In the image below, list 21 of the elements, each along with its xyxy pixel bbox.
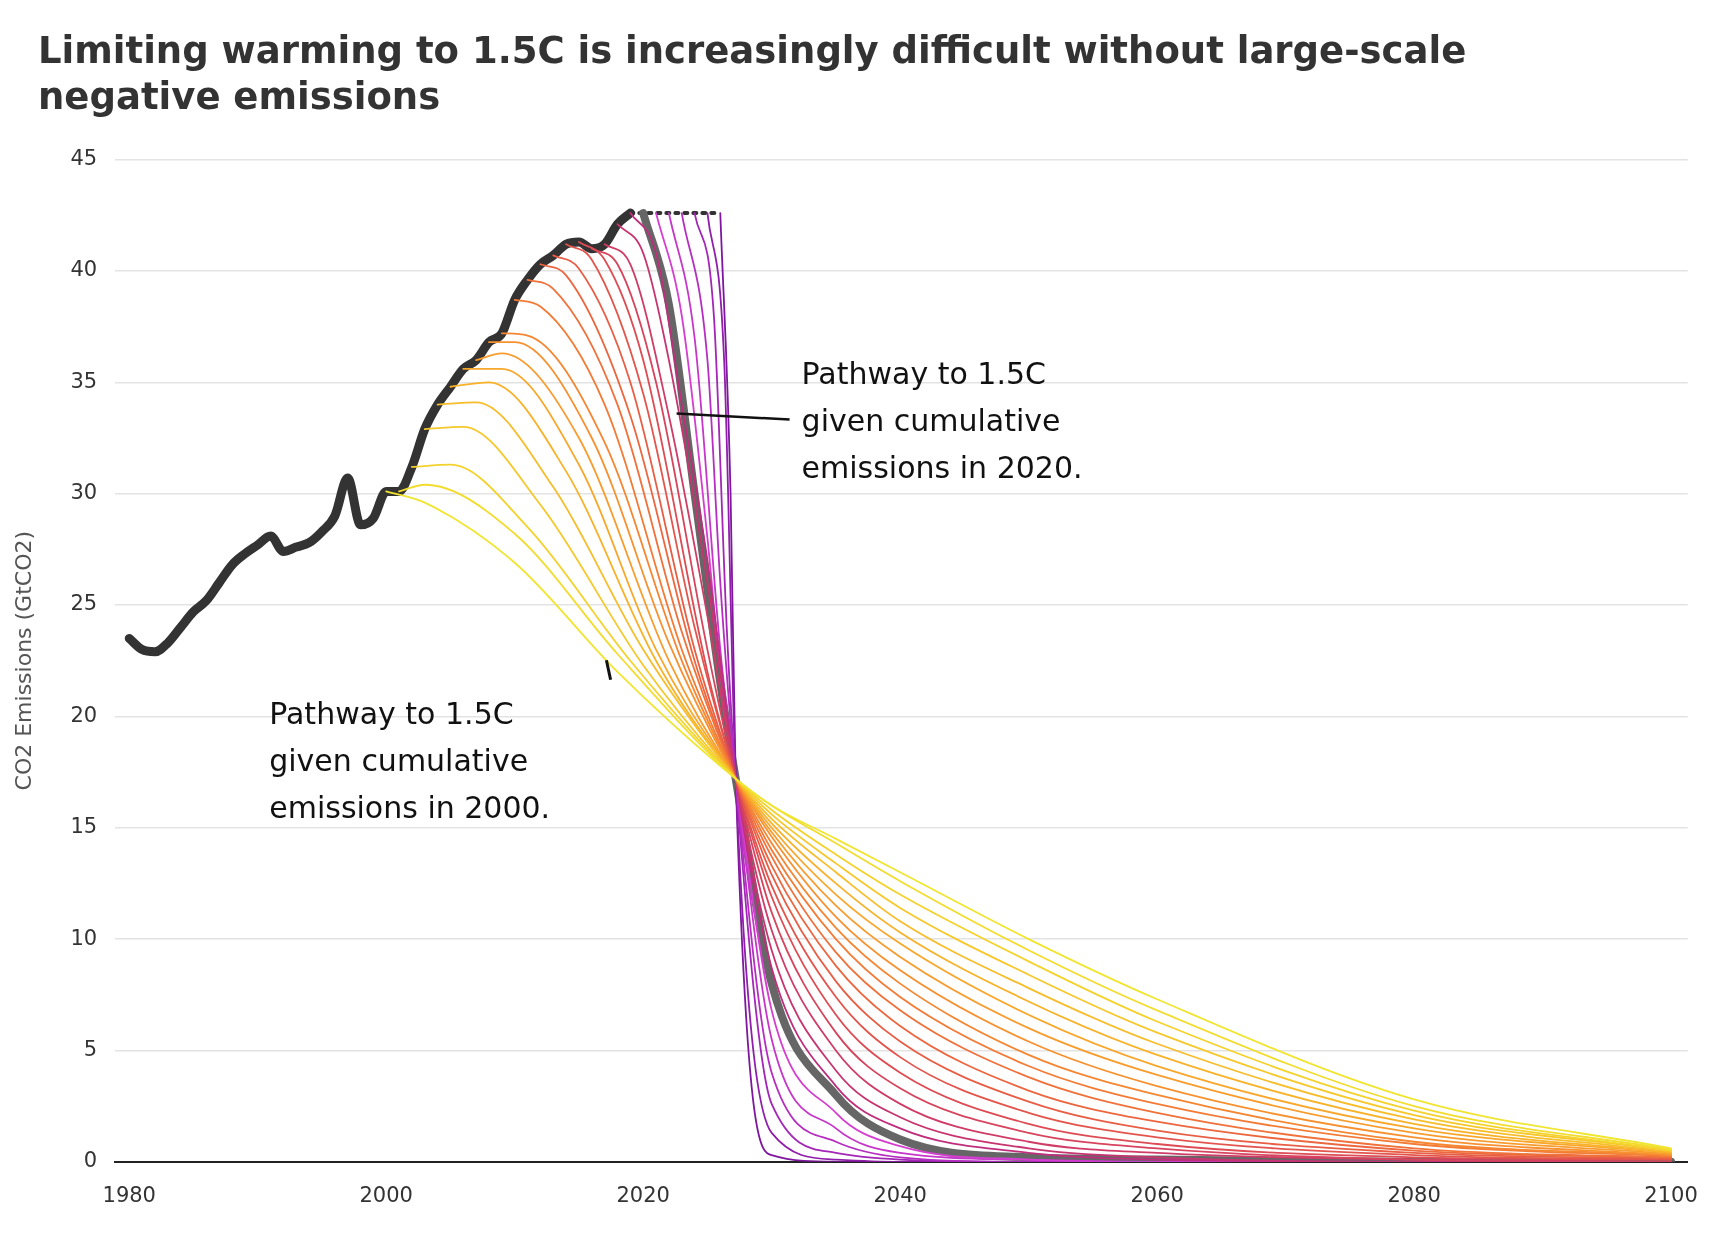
y-tick-label: 40	[70, 256, 98, 281]
y-tick-label: 10	[70, 925, 98, 950]
chart-title: Limiting warming to 1.5C is increasingly difficult without large-scale negative emissions	[37, 28, 1468, 121]
annotation: Pathway to 1.5C given cumulative emissions in 2000.	[269, 695, 551, 825]
y-tick-label: 5	[83, 1036, 98, 1061]
y-tick-label: 20	[70, 702, 98, 727]
y-tick-label: 35	[70, 368, 98, 393]
x-tick-label: 2020	[616, 1182, 670, 1207]
annotation: Pathway to 1.5C given cumulative emissions in 2020.	[801, 355, 1083, 485]
y-tick-label: 45	[70, 145, 98, 170]
x-tick-label: 2040	[873, 1182, 927, 1207]
y-axis-title: CO2 Emissions (GtCO2)	[10, 530, 36, 790]
y-tick-label: 0	[83, 1147, 98, 1172]
y-tick-label: 15	[70, 813, 98, 838]
x-tick-label: 2100	[1644, 1182, 1698, 1207]
x-tick-label: 2000	[359, 1182, 413, 1207]
x-tick-label: 2080	[1387, 1182, 1441, 1207]
x-tick-label: 1980	[102, 1182, 156, 1207]
y-tick-label: 25	[70, 590, 98, 615]
y-tick-label: 30	[70, 479, 98, 504]
x-tick-label: 2060	[1130, 1182, 1184, 1207]
